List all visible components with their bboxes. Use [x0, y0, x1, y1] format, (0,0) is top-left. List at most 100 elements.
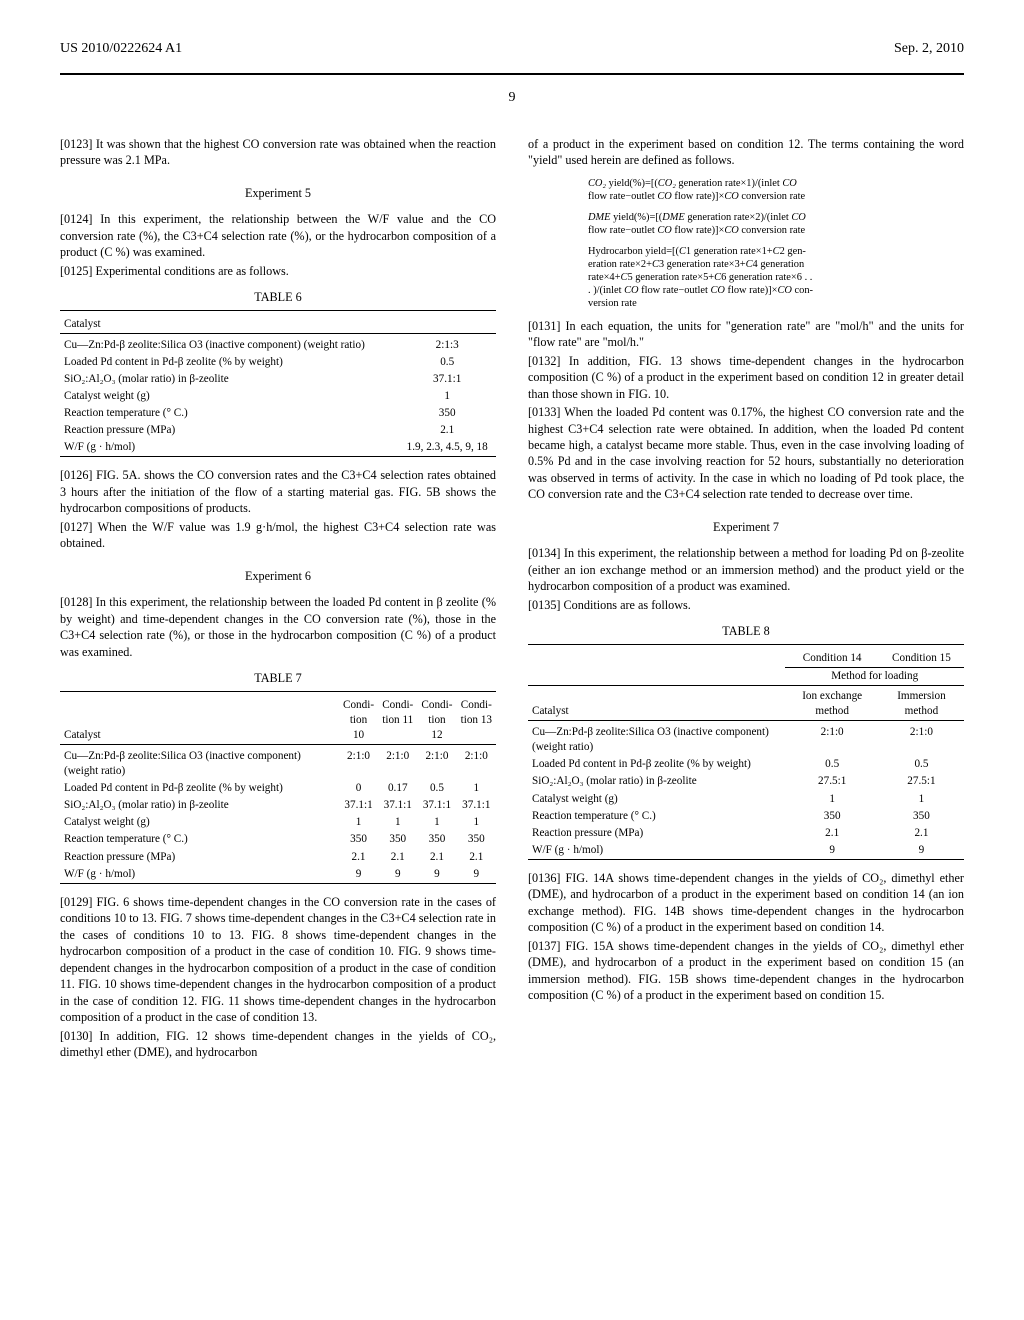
- t8-c: 2.1: [879, 825, 964, 842]
- t6-r6: Reaction pressure (MPa): [60, 422, 398, 439]
- t7-c: 9: [457, 866, 496, 884]
- t6-r2: Loaded Pd content in Pd-β zeolite (% by …: [60, 354, 398, 371]
- t7-c: 0: [339, 780, 378, 797]
- page-number: 9: [60, 89, 964, 108]
- t8-r1: Cu—Zn:Pd-β zeolite:Silica O3 (inactive c…: [528, 724, 785, 756]
- t8-r2: Loaded Pd content in Pd-β zeolite (% by …: [528, 756, 785, 773]
- t7-r3: SiO₂:Al₂O₃ (molar ratio) in β-zeolite: [60, 797, 339, 814]
- table-6-header: Catalyst: [60, 316, 398, 334]
- t6-v7: 1.9, 2.3, 4.5, 9, 18: [398, 439, 496, 457]
- t6-v5: 350: [398, 405, 496, 422]
- para-0136: [0136] FIG. 14A shows time-dependent cha…: [528, 870, 964, 936]
- t8-sub: Method for loading: [785, 667, 964, 685]
- t8-c: 2:1:0: [785, 724, 878, 756]
- para-0129: [0129] FIG. 6 shows time-dependent chang…: [60, 894, 496, 1026]
- t7-c: 9: [417, 866, 456, 884]
- t7-c: 1: [417, 814, 456, 831]
- t7-c: 2:1:0: [339, 748, 378, 780]
- t8-r4: Catalyst weight (g): [528, 791, 785, 808]
- para-0134: [0134] In this experiment, the relations…: [528, 545, 964, 594]
- t7-c: 1: [339, 814, 378, 831]
- t7-r4: Catalyst weight (g): [60, 814, 339, 831]
- t7-c: 37.1:1: [417, 797, 456, 814]
- t8-c: 27.5:1: [785, 773, 878, 790]
- para-0130: [0130] In addition, FIG. 12 shows time-d…: [60, 1028, 496, 1061]
- para-0124: [0124] In this experiment, the relations…: [60, 211, 496, 260]
- t8-r5: Reaction temperature (° C.): [528, 808, 785, 825]
- publication-date: Sep. 2, 2010: [894, 40, 964, 59]
- table-7: Catalyst Condi- tion 10 Condi- tion 11 C…: [60, 691, 496, 884]
- experiment-6-title: Experiment 6: [60, 568, 496, 584]
- t8-m2: Immersion method: [879, 688, 964, 721]
- experiment-5-title: Experiment 5: [60, 185, 496, 201]
- patent-page: US 2010/0222624 A1 Sep. 2, 2010 9 [0123]…: [0, 0, 1024, 1102]
- t7-c: 2.1: [417, 849, 456, 866]
- t7-c: 0.17: [378, 780, 417, 797]
- t8-r3: SiO₂:Al₂O₃ (molar ratio) in β-zeolite: [528, 773, 785, 790]
- header-rule: [60, 73, 964, 75]
- t7-c: 37.1:1: [378, 797, 417, 814]
- para-0132: [0132] In addition, FIG. 13 shows time-d…: [528, 353, 964, 402]
- t7-h4: Condi- tion 13: [457, 697, 496, 745]
- t6-v2: 0.5: [398, 354, 496, 371]
- t7-r6: Reaction pressure (MPa): [60, 849, 339, 866]
- t7-r1: Cu—Zn:Pd-β zeolite:Silica O3 (inactive c…: [60, 748, 339, 780]
- t7-c: 0.5: [417, 780, 456, 797]
- t8-c: 2:1:0: [879, 724, 964, 756]
- t7-c: 2.1: [378, 849, 417, 866]
- t8-c: 1: [879, 791, 964, 808]
- formula-co2-yield: CO₂ yield(%)=[(CO₂ generation rate×1)/(i…: [588, 177, 964, 203]
- t6-v4: 1: [398, 388, 496, 405]
- t7-c: 350: [378, 831, 417, 848]
- t7-c: 350: [339, 831, 378, 848]
- left-column: [0123] It was shown that the highest CO …: [60, 136, 496, 1063]
- publication-number: US 2010/0222624 A1: [60, 40, 182, 59]
- page-header: US 2010/0222624 A1 Sep. 2, 2010: [60, 40, 964, 65]
- table-6-caption: TABLE 6: [60, 289, 496, 305]
- t6-r7: W/F (g · h/mol): [60, 439, 398, 457]
- content-columns: [0123] It was shown that the highest CO …: [60, 136, 964, 1063]
- t6-r3: SiO₂:Al₂O₃ (molar ratio) in β-zeolite: [60, 371, 398, 388]
- t6-v6: 2.1: [398, 422, 496, 439]
- t8-r6: Reaction pressure (MPa): [528, 825, 785, 842]
- t7-c: 2:1:0: [457, 748, 496, 780]
- t8-h2: Condition 15: [879, 650, 964, 668]
- para-cont: of a product in the experiment based on …: [528, 136, 964, 169]
- t6-v1: 2:1:3: [398, 337, 496, 354]
- formula-hc-yield: Hydrocarbon yield=[(C1 generation rate×1…: [588, 245, 964, 310]
- t8-c: 2.1: [785, 825, 878, 842]
- t7-c: 1: [378, 814, 417, 831]
- t7-c: 2:1:0: [378, 748, 417, 780]
- para-0128: [0128] In this experiment, the relations…: [60, 594, 496, 660]
- t8-c: 9: [785, 842, 878, 860]
- t8-r7: W/F (g · h/mol): [528, 842, 785, 860]
- t7-h0: Catalyst: [60, 697, 339, 745]
- table-7-caption: TABLE 7: [60, 670, 496, 686]
- para-0137: [0137] FIG. 15A shows time-dependent cha…: [528, 938, 964, 1004]
- t7-r5: Reaction temperature (° C.): [60, 831, 339, 848]
- t7-r2: Loaded Pd content in Pd-β zeolite (% by …: [60, 780, 339, 797]
- t6-r4: Catalyst weight (g): [60, 388, 398, 405]
- t7-h2: Condi- tion 11: [378, 697, 417, 745]
- t7-c: 9: [378, 866, 417, 884]
- t7-c: 1: [457, 780, 496, 797]
- t6-r1: Cu—Zn:Pd-β zeolite:Silica O3 (inactive c…: [60, 337, 398, 354]
- para-0125: [0125] Experimental conditions are as fo…: [60, 263, 496, 279]
- t7-c: 9: [339, 866, 378, 884]
- t7-r7: W/F (g · h/mol): [60, 866, 339, 884]
- table-6: Catalyst Cu—Zn:Pd-β zeolite:Silica O3 (i…: [60, 310, 496, 458]
- t8-c: 9: [879, 842, 964, 860]
- para-0131: [0131] In each equation, the units for "…: [528, 318, 964, 351]
- t7-c: 37.1:1: [339, 797, 378, 814]
- table-8-caption: TABLE 8: [528, 623, 964, 639]
- para-0135: [0135] Conditions are as follows.: [528, 597, 964, 613]
- t8-h0: Catalyst: [528, 688, 785, 721]
- para-0127: [0127] When the W/F value was 1.9 g·h/mo…: [60, 519, 496, 552]
- t7-c: 350: [417, 831, 456, 848]
- formula-dme-yield: DME yield(%)=[(DME generation rate×2)/(i…: [588, 211, 964, 237]
- t7-h3: Condi- tion 12: [417, 697, 456, 745]
- t7-h1: Condi- tion 10: [339, 697, 378, 745]
- t7-c: 2.1: [339, 849, 378, 866]
- t8-c: 0.5: [785, 756, 878, 773]
- t6-v3: 37.1:1: [398, 371, 496, 388]
